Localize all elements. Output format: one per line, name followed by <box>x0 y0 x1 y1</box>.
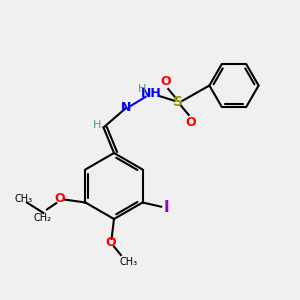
Text: H: H <box>93 120 101 130</box>
Text: N: N <box>121 101 131 114</box>
Text: O: O <box>160 75 171 88</box>
Text: S: S <box>173 95 184 109</box>
Text: H: H <box>138 84 146 94</box>
Text: CH₃: CH₃ <box>14 194 32 204</box>
Text: CH₃: CH₃ <box>119 256 137 267</box>
Text: I: I <box>164 200 169 215</box>
Text: O: O <box>186 116 196 129</box>
Text: O: O <box>55 192 65 206</box>
Text: O: O <box>106 236 116 249</box>
Text: CH₂: CH₂ <box>34 213 52 224</box>
Text: NH: NH <box>141 87 162 100</box>
